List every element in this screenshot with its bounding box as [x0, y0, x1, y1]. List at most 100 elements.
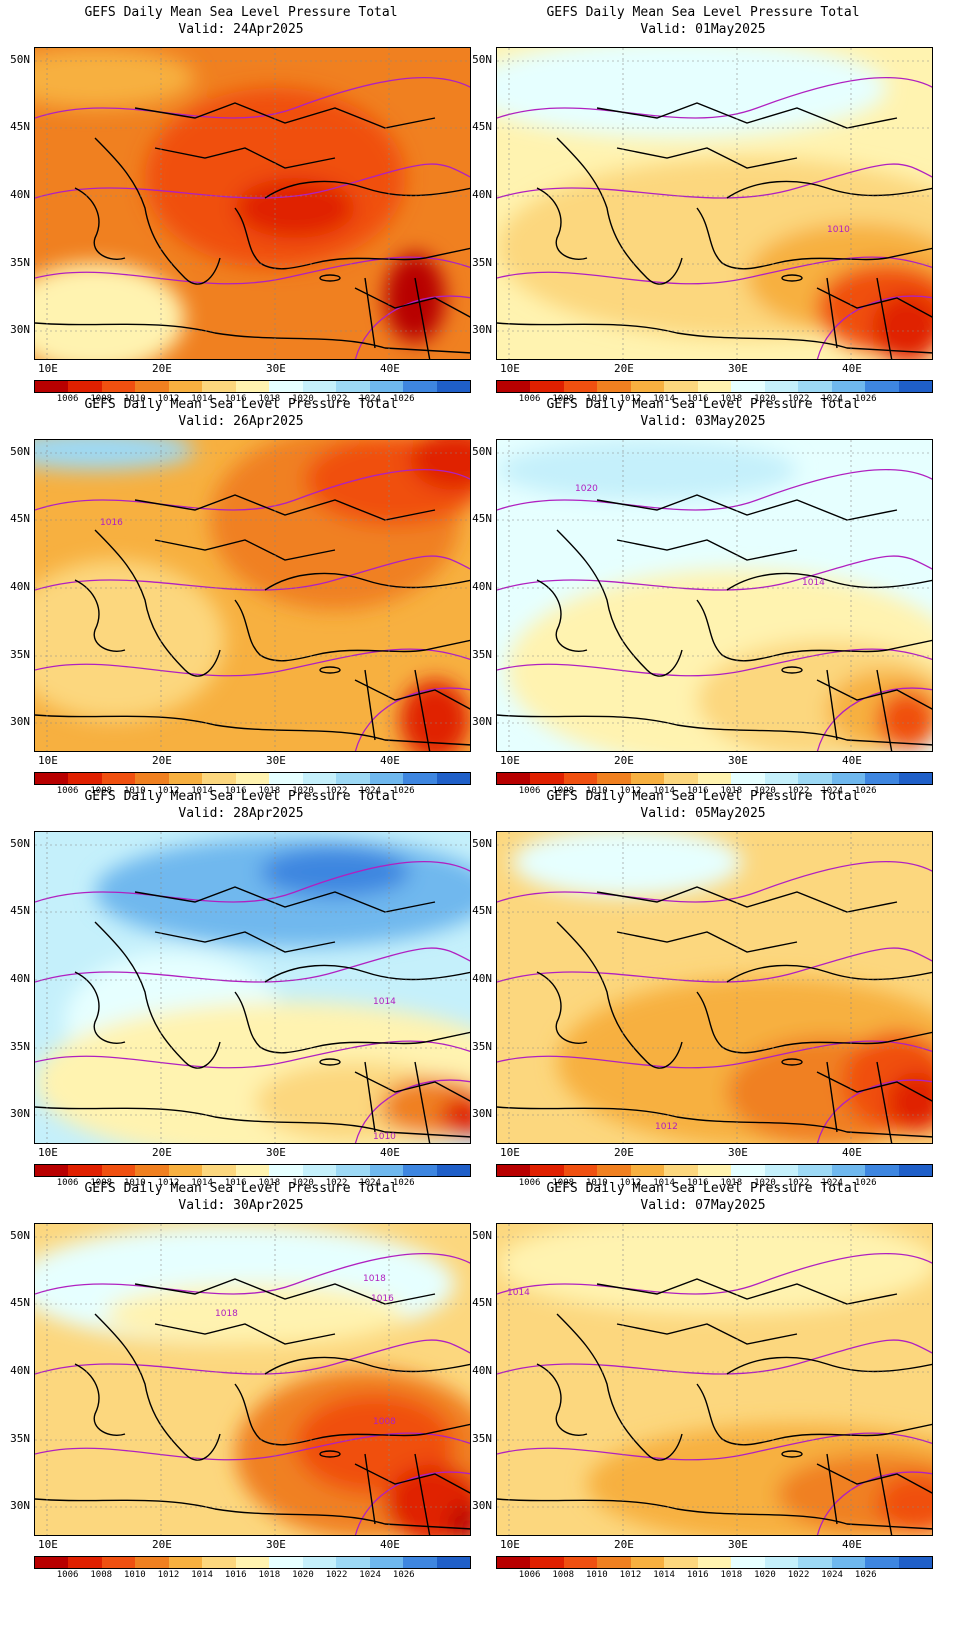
latitude-label: 45N: [10, 1296, 30, 1309]
colorbar-segment: [68, 1557, 102, 1568]
isobar-lines: [35, 1252, 470, 1535]
latitude-label: 30N: [10, 1499, 30, 1512]
isobar-lines: [497, 860, 932, 1143]
colorbar-label: 1022: [325, 1178, 348, 1188]
pressure-band: [235, 178, 355, 238]
pressure-band: [887, 1072, 932, 1132]
colorbar-segment: [664, 1557, 698, 1568]
colorbar-segment: [336, 773, 370, 784]
colorbar-label: 1014: [653, 1570, 675, 1580]
colorbar-label: 1026: [392, 786, 415, 796]
latitude-label: 45N: [10, 904, 30, 917]
map-panel: GEFS Daily Mean Sea Level Pressure Total…: [0, 392, 482, 802]
colorbar-label: 1020: [292, 786, 314, 796]
colorbar-label: 1024: [359, 1570, 381, 1580]
colorbar-segment: [101, 773, 136, 784]
contour-label: 1020: [575, 484, 598, 494]
colorbar-label: 1016: [686, 786, 709, 796]
longitude-label: 20E: [152, 1538, 172, 1551]
colorbar-label: 1022: [787, 786, 810, 796]
colorbar-label: 1014: [653, 394, 675, 404]
longitude-label: 20E: [614, 362, 634, 375]
colorbar-segment: [269, 773, 303, 784]
grid-lines: [497, 1224, 932, 1535]
longitude-label: 30E: [728, 754, 748, 767]
colorbar-segment: [269, 1557, 303, 1568]
colorbar-segment: [202, 1165, 236, 1176]
colorbar-label: 1008: [552, 1178, 575, 1188]
colorbar-label: 1026: [854, 1178, 877, 1188]
contour-label: 1014: [802, 578, 825, 588]
colorbar-segment: [369, 1557, 404, 1568]
colorbar-label: 1014: [191, 394, 213, 404]
colorbar-segment: [831, 1557, 866, 1568]
longitude-label: 30E: [728, 1146, 748, 1159]
colorbar-segment: [630, 381, 665, 392]
grid-lines: [35, 48, 470, 359]
longitude-label: 30E: [266, 362, 286, 375]
colorbar-label: 1010: [124, 1570, 146, 1580]
colorbar-label: 1012: [619, 394, 642, 404]
colorbar-segment: [68, 381, 102, 392]
latitude-label: 35N: [10, 648, 30, 661]
latitude-label: 40N: [472, 1364, 492, 1377]
colorbar-label: 1012: [619, 786, 642, 796]
latitude-label: 40N: [472, 972, 492, 985]
colorbar-segment: [630, 1557, 665, 1568]
colorbar-segment: [898, 381, 933, 392]
latitude-label: 45N: [10, 120, 30, 133]
colorbar-segment: [898, 1557, 933, 1568]
colorbar-label: 1006: [56, 394, 79, 404]
colorbar-segment: [135, 1557, 169, 1568]
pressure-map: 1018 1018 1016 1008: [34, 1223, 471, 1536]
colorbar-segment: [369, 1165, 404, 1176]
latitude-label: 30N: [10, 323, 30, 336]
colorbar-label: 1016: [224, 1178, 247, 1188]
grid-lines: [497, 440, 932, 751]
colorbar-label: 1018: [720, 786, 743, 796]
latitude-label: 50N: [472, 837, 492, 850]
latitude-label: 40N: [10, 188, 30, 201]
contour-label: 1010: [373, 1132, 396, 1142]
latitude-label: 30N: [472, 323, 492, 336]
colorbar-segment: [597, 381, 631, 392]
colorbar-segment: [664, 1165, 698, 1176]
colorbar-segment: [135, 1165, 169, 1176]
pressure-band: [497, 440, 797, 500]
colorbar-label: 1026: [392, 1570, 415, 1580]
pressure-map: 1010: [496, 47, 933, 360]
colorbar-label: 1018: [720, 1178, 743, 1188]
colorbar-segment: [497, 1165, 531, 1176]
colorbar-label: 1006: [56, 1178, 79, 1188]
longitude-label: 10E: [500, 1538, 520, 1551]
colorbar-label: 1022: [325, 394, 348, 404]
colorbar-label: 1020: [754, 786, 776, 796]
colorbar-label: 1026: [854, 1570, 877, 1580]
colorbar-label: 1010: [586, 1570, 608, 1580]
colorbar-segment: [135, 381, 169, 392]
colorbar-label: 1016: [686, 394, 709, 404]
colorbar-segment: [403, 773, 437, 784]
colorbar-segment: [497, 1557, 531, 1568]
colorbar-segment: [168, 1165, 203, 1176]
latitude-label: 40N: [10, 580, 30, 593]
grid-lines: [35, 440, 470, 751]
longitude-label: 30E: [266, 754, 286, 767]
latitude-label: 50N: [10, 53, 30, 66]
colorbar-segment: [436, 381, 471, 392]
colorbar-label: 1016: [224, 1570, 247, 1580]
isobar-lines: [497, 1252, 932, 1535]
longitude-label: 20E: [614, 754, 634, 767]
colorbar: [34, 380, 471, 393]
pressure-map: [34, 47, 471, 360]
colorbar-segment: [764, 1165, 799, 1176]
pressure-band: [385, 253, 445, 343]
pressure-band: [35, 440, 195, 470]
panel-title: GEFS Daily Mean Sea Level Pressure Total: [546, 1181, 860, 1196]
longitude-label: 30E: [266, 1146, 286, 1159]
longitude-label: 20E: [614, 1146, 634, 1159]
coastline-borders: [35, 886, 470, 1143]
colorbar-label: 1024: [359, 1178, 381, 1188]
colorbar-segment: [731, 381, 765, 392]
colorbar-label: 1020: [754, 1178, 776, 1188]
